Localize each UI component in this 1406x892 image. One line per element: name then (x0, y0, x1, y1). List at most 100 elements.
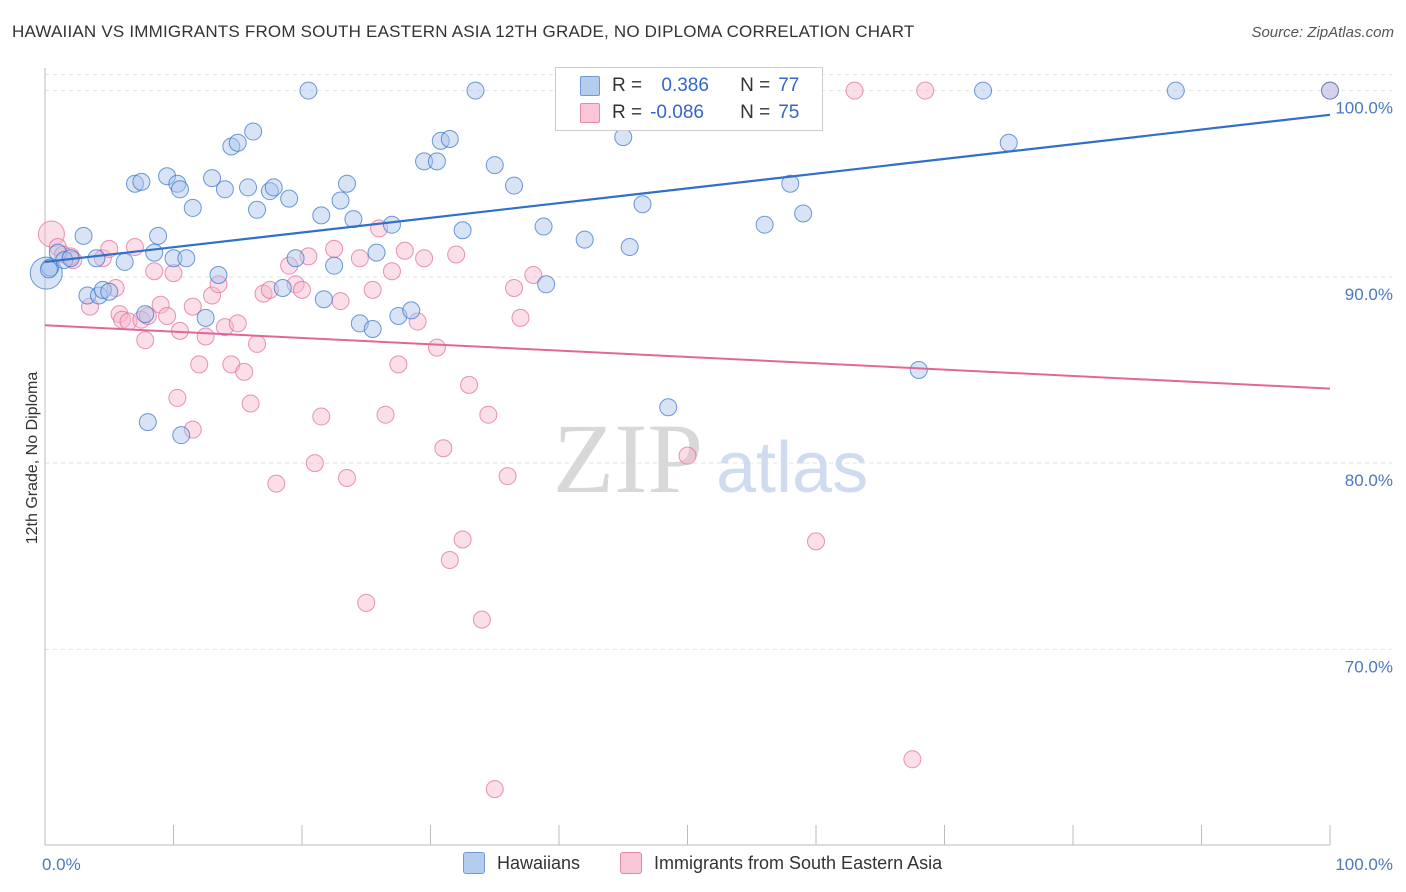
hawaiians-point (203, 169, 222, 188)
immigrants-point (241, 394, 260, 413)
hawaiians-point (115, 252, 134, 271)
immigrants-point (357, 593, 376, 612)
immigrants-point (183, 297, 202, 316)
series-legend: Hawaiians Immigrants from South Eastern … (0, 852, 1406, 876)
hawaiians-point (280, 189, 299, 208)
immigrants-point (485, 780, 504, 799)
hawaiians-point (125, 174, 144, 193)
watermark: ZIP atlas (553, 403, 868, 514)
hawaiians-point (145, 243, 164, 262)
immigrants-point (248, 334, 267, 353)
immigrants-swatch (580, 103, 600, 123)
immigrants-point (164, 264, 183, 283)
hawaiians-point (402, 301, 421, 320)
immigrants-point (434, 439, 453, 458)
chart-title: HAWAIIAN VS IMMIGRANTS FROM SOUTH EASTER… (12, 22, 915, 41)
immigrants-point (916, 81, 935, 100)
hawaiians-point (196, 308, 215, 327)
hawaiians-point (505, 176, 524, 195)
immigrants-point (293, 280, 311, 299)
immigrants-point (168, 388, 187, 407)
hawaiians-legend-label: Hawaiians (497, 852, 581, 873)
immigrants-point (337, 469, 356, 488)
hawaiians-point (312, 206, 331, 225)
hawaiians-point (314, 290, 333, 309)
immigrants-point (305, 454, 324, 473)
stats-legend: R = 0.386 N = 77 R = -0.086 N = 75 (555, 67, 823, 131)
y-tick-label: 100.0% (1335, 99, 1393, 118)
hawaiians-point (177, 249, 196, 268)
immigrants-point (183, 420, 202, 439)
immigrants-point (479, 405, 498, 424)
legend-item-hawaiians: Hawaiians (463, 852, 580, 874)
hawaiians-swatch (580, 76, 600, 96)
immigrants-point (190, 355, 209, 374)
x-tick-label: 0.0% (42, 855, 81, 874)
immigrants-point (331, 292, 350, 311)
legend-row-hawaiians: R = 0.386 N = 77 (580, 74, 799, 98)
source-label: Source: ZipAtlas.com (1251, 24, 1394, 41)
immigrants-point (312, 407, 331, 426)
hawaiians-point (431, 131, 450, 150)
tick-labels: 70.0% 80.0% 90.0% 100.0% 0.0% 100.0% (42, 99, 1393, 874)
immigrants-point (440, 550, 459, 569)
immigrants-point (382, 262, 401, 281)
immigrants-point (678, 446, 697, 465)
hawaiians-point (427, 152, 446, 171)
immigrants-trend-line (44, 324, 1331, 390)
immigrants-point (415, 249, 434, 268)
hawaiians-point (228, 133, 247, 152)
r-label: R = (612, 102, 643, 123)
hawaiians-point (909, 360, 928, 379)
immigrants-point (196, 327, 215, 346)
immigrants-n-value: 75 (778, 102, 800, 123)
hawaiians-point (149, 226, 168, 245)
immigrants-point (136, 331, 155, 350)
hawaiians-point (100, 282, 119, 301)
hawaiians-point (620, 238, 639, 257)
hawaiians-point (614, 128, 633, 147)
hawaiians-point (659, 398, 678, 417)
axes (44, 68, 1331, 846)
hawaiians-point (183, 198, 202, 217)
hawaiians-point (534, 217, 553, 236)
hawaiians-point (244, 122, 263, 141)
immigrants-point (505, 279, 524, 298)
hawaiians-point (440, 130, 459, 149)
hawaiians-point (170, 180, 189, 199)
immigrants-r-value: -0.086 (650, 102, 704, 123)
immigrants-point (389, 355, 408, 374)
immigrants-point (524, 265, 543, 284)
hawaiians-point (537, 275, 556, 294)
legend-item-immigrants: Immigrants from South Eastern Asia (620, 852, 942, 874)
hawaiians-point (164, 249, 183, 268)
hawaiians-point (794, 204, 813, 223)
hawaiians-point (136, 305, 155, 324)
hawaiians-point (264, 178, 283, 197)
hawaiians-point (93, 280, 112, 299)
immigrants-point (460, 375, 479, 394)
hawaiians-point (781, 174, 800, 193)
immigrants-point (408, 312, 427, 331)
immigrants-point (228, 314, 247, 333)
hawaiians-point (74, 226, 93, 245)
immigrants-point (376, 405, 395, 424)
immigrants-point (203, 286, 222, 305)
immigrants-point (845, 81, 864, 100)
hawaiians-point (273, 279, 292, 298)
immigrants-point (280, 256, 299, 275)
immigrants-point (363, 280, 382, 299)
immigrants-point (395, 241, 414, 260)
immigrants-point (807, 532, 825, 551)
hawaiians-point (415, 152, 434, 171)
r-label: R = (612, 75, 643, 96)
hawaiians-point (248, 200, 267, 219)
hawaiians-point (363, 320, 382, 339)
immigrants-point (427, 338, 446, 357)
immigrants-point (138, 306, 157, 325)
hawaiians-point (485, 156, 504, 175)
hawaiians-point (39, 260, 58, 279)
hawaiians-point (87, 249, 106, 268)
hawaiians-point (172, 426, 191, 445)
